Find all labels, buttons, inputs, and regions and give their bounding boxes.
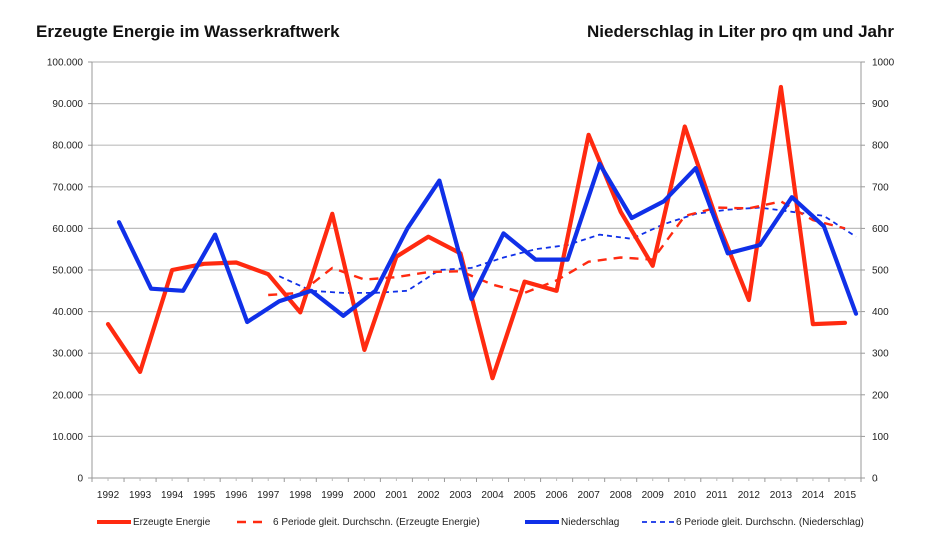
y-axis-left-ticks: 0 10.000 20.000 30.000 40.000 50.000 60.000 70.… <box>47 58 84 485</box>
x-tick-label: 2007 <box>578 490 601 501</box>
y-tick-label-left: 70.000 <box>52 182 83 193</box>
x-tick-label: 2004 <box>481 490 504 501</box>
axes <box>88 61 878 482</box>
legend-item-energy: Erzeugte Energie <box>97 512 210 532</box>
y-tick-label-right: 0 <box>872 474 878 485</box>
x-tick-label: 2010 <box>674 490 697 501</box>
legend-swatch-precip <box>525 520 559 524</box>
y-tick-label-left: 90.000 <box>52 99 83 110</box>
x-tick-label: 2011 <box>706 490 728 501</box>
chart-title-left: Erzeugte Energie im Wasserkraftwerk <box>36 22 340 41</box>
y-tick-label-right: 1000 <box>872 58 895 69</box>
y-tick-label-right: 200 <box>872 390 889 401</box>
x-tick-label: 2000 <box>353 490 376 501</box>
y-tick-label-right: 600 <box>872 224 889 235</box>
y-tick-label-left: 80.000 <box>52 141 83 152</box>
series-lines <box>105 84 859 381</box>
x-tick-label: 1995 <box>193 490 216 501</box>
legend-label: Niederschlag <box>561 516 620 528</box>
y-tick-label-left: 30.000 <box>52 349 83 360</box>
y-tick-label-right: 100 <box>872 432 889 443</box>
series-line-0 <box>105 84 848 381</box>
legend-item-precip: Niederschlag <box>525 512 619 532</box>
y-tick-label-left: 20.000 <box>52 390 83 401</box>
chart-canvas: 0 10.000 20.000 30.000 40.000 50.000 60.000 70.… <box>47 58 895 502</box>
y-tick-label-left: 100.000 <box>47 58 84 69</box>
x-tick-label: 2002 <box>417 490 440 501</box>
legend-swatch-energy <box>97 520 131 524</box>
y-tick-label-left: 0 <box>77 474 83 485</box>
x-tick-label: 1997 <box>257 490 280 501</box>
y-tick-label-right: 500 <box>872 266 889 277</box>
x-tick-label: 2013 <box>770 490 793 501</box>
y-tick-label-left: 60.000 <box>52 224 83 235</box>
x-tick-label: 2009 <box>642 490 665 501</box>
legend-item-energy-ma: 6 Periode gleit. Durchschn. (Erzeugte En… <box>237 512 480 532</box>
y-tick-label-left: 40.000 <box>52 307 83 318</box>
x-tick-label: 2003 <box>449 490 472 501</box>
x-tick-label: 2012 <box>738 490 761 501</box>
chart-title-right: Niederschlag in Liter pro qm und Jahr <box>587 22 894 41</box>
x-tick-label: 1999 <box>321 490 344 501</box>
y-tick-label-left: 50.000 <box>52 266 83 277</box>
legend-label: Erzeugte Energie <box>133 516 211 528</box>
x-tick-label: 1993 <box>129 490 152 501</box>
series-line-3 <box>278 206 857 294</box>
x-tick-label: 1998 <box>289 490 312 501</box>
x-tick-label: 2005 <box>513 490 536 501</box>
x-tick-label: 1994 <box>161 490 184 501</box>
x-axis-ticks: 1992 1993 1994 1995 1996 1997 1998 1999 2000 2001… <box>97 490 857 501</box>
y-tick-label-right: 800 <box>872 141 889 152</box>
legend-swatch-energy-ma <box>237 520 267 524</box>
legend-swatch-precip-ma <box>642 521 674 523</box>
y-tick-label-right: 400 <box>872 307 889 318</box>
y-tick-label-left: 10.000 <box>52 432 83 443</box>
y-axis-right-ticks: 0 100 200 300 400 500 600 700 800 900 1000 <box>872 58 895 485</box>
grid-lines <box>92 61 861 437</box>
legend-item-precip-ma: 6 Periode gleit. Durchschn. (Niederschla… <box>642 512 864 532</box>
x-tick-label: 1996 <box>225 490 248 501</box>
legend-label: 6 Periode gleit. Durchschn. (Erzeugte En… <box>273 516 480 528</box>
x-tick-label: 2006 <box>545 490 568 501</box>
y-tick-label-right: 700 <box>872 182 889 193</box>
x-tick-label: 2008 <box>610 490 633 501</box>
y-tick-label-right: 300 <box>872 349 889 360</box>
series-line-2 <box>116 161 859 325</box>
x-tick-label: 1992 <box>97 490 120 501</box>
x-tick-label: 2001 <box>385 490 408 501</box>
legend-label: 6 Periode gleit. Durchschn. (Niederschla… <box>676 516 864 528</box>
x-tick-label: 2014 <box>802 490 825 501</box>
x-tick-label: 2015 <box>834 490 857 501</box>
y-tick-label-right: 900 <box>872 99 889 110</box>
legend: Erzeugte Energie 6 Periode gleit. Durchs… <box>0 512 940 532</box>
